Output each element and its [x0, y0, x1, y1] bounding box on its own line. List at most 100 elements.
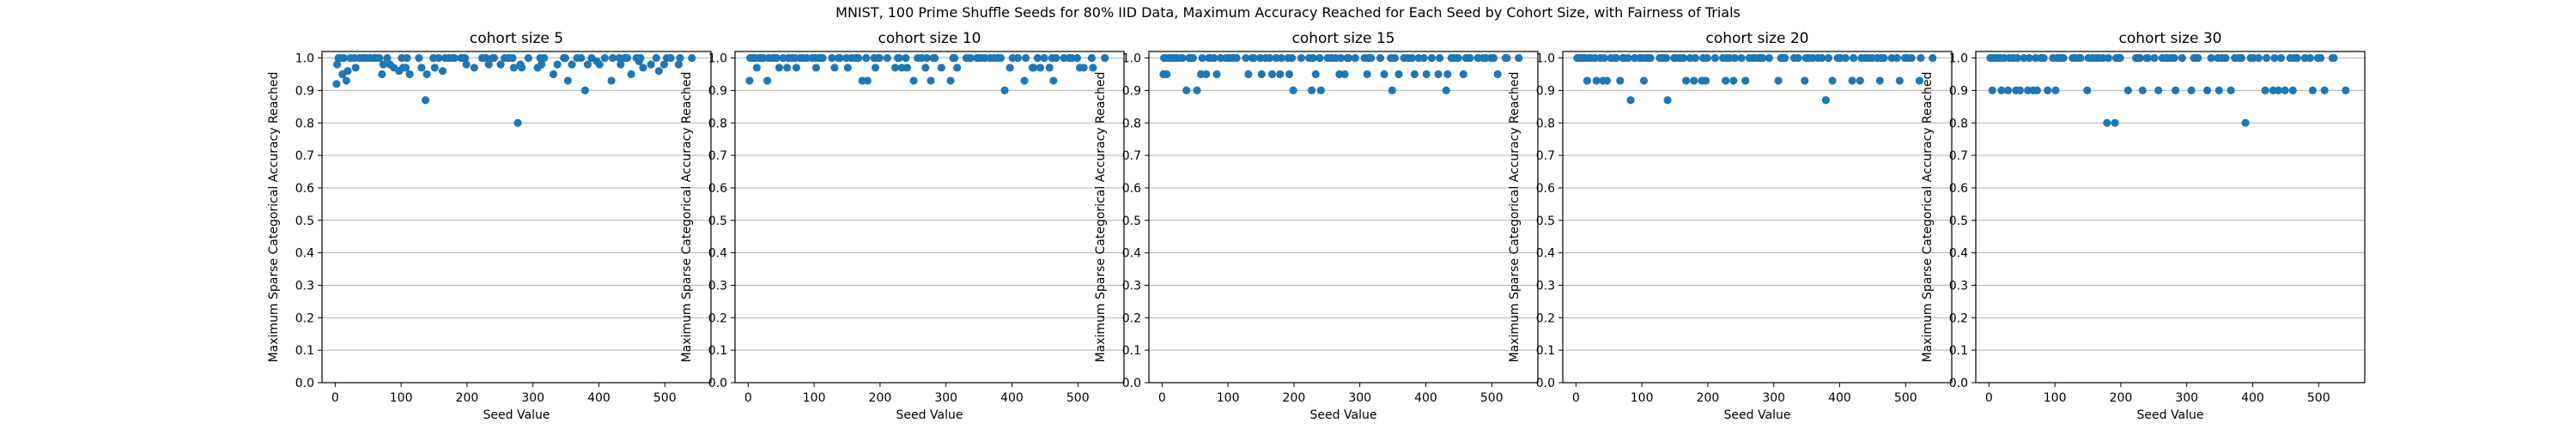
y-tick-label: 0.2 — [1122, 311, 1141, 325]
data-point — [2194, 53, 2202, 63]
data-point — [1045, 63, 1054, 72]
data-point — [351, 63, 360, 72]
subplot-title: cohort size 20 — [1706, 30, 1809, 47]
data-point — [1351, 53, 1359, 63]
x-tick-label: 400 — [587, 391, 611, 405]
data-point — [422, 69, 431, 79]
data-point — [1880, 53, 1888, 63]
y-tick-label: 0.3 — [1949, 279, 1968, 293]
data-point — [1249, 53, 1258, 63]
data-point — [2143, 53, 2152, 63]
data-point — [438, 67, 447, 76]
data-point — [2261, 86, 2269, 95]
data-point — [2111, 118, 2119, 127]
data-point — [1244, 69, 1253, 79]
y-tick-label: 0.9 — [1122, 84, 1141, 98]
data-point — [1466, 53, 1474, 63]
data-point — [1821, 96, 1830, 105]
x-tick-label: 300 — [934, 391, 957, 405]
data-point — [538, 60, 546, 69]
data-point — [1722, 76, 1730, 85]
data-point — [608, 53, 617, 63]
data-point — [2330, 53, 2338, 63]
x-tick-label: 100 — [1217, 391, 1240, 405]
data-point — [2254, 53, 2263, 63]
y-tick-label: 1.0 — [1949, 52, 1968, 66]
data-point — [927, 76, 935, 85]
data-point — [647, 60, 655, 69]
data-point — [2288, 86, 2297, 95]
y-tick-label: 0.1 — [1122, 344, 1141, 358]
x-tick-label: 0 — [1158, 391, 1166, 405]
data-point — [1210, 53, 1218, 63]
data-point — [1774, 76, 1783, 85]
y-tick-label: 0.8 — [1122, 117, 1141, 130]
y-tick-label: 0.1 — [295, 344, 314, 358]
data-point — [922, 53, 932, 63]
x-tick-label: 200 — [869, 391, 892, 405]
y-tick-label: 0.3 — [1536, 279, 1555, 293]
subplot-title: cohort size 15 — [1292, 30, 1395, 47]
data-point — [828, 53, 836, 63]
data-point — [2308, 86, 2317, 95]
x-tick-label: 500 — [2307, 391, 2330, 405]
data-point — [607, 76, 616, 85]
data-point — [2136, 53, 2144, 63]
data-point — [518, 63, 526, 72]
data-point — [434, 53, 443, 63]
data-point — [2342, 86, 2350, 95]
data-point — [863, 76, 872, 85]
data-point — [2170, 53, 2178, 63]
data-point — [2039, 53, 2048, 63]
data-point — [909, 76, 918, 85]
x-tick-label: 0 — [1985, 391, 1993, 405]
data-point — [577, 53, 586, 63]
data-point — [1915, 76, 1923, 85]
data-point — [2237, 53, 2246, 63]
data-point — [1410, 69, 1419, 79]
data-point — [1198, 53, 1206, 63]
data-point — [775, 63, 784, 72]
subplot-4: 0.0 0.1 0.2 0.3 0.4 0.5 0.6 0.7 0.8 0.9 1.0 0 100 200… — [1508, 30, 1953, 422]
y-axis-label: Maximum Sparse Categorical Accuracy Reac… — [680, 72, 694, 363]
data-point — [1345, 53, 1353, 63]
y-tick-label: 0.2 — [708, 311, 727, 325]
x-tick-label: 500 — [1894, 391, 1917, 405]
data-point — [1336, 53, 1346, 63]
y-tick-label: 0.0 — [1536, 377, 1555, 390]
y-tick-label: 0.4 — [1536, 247, 1555, 261]
data-point — [2281, 86, 2289, 95]
data-point — [1489, 53, 1498, 63]
data-point — [2241, 118, 2250, 127]
data-point — [1848, 76, 1856, 85]
data-point — [461, 53, 470, 63]
data-point — [1612, 53, 1620, 63]
data-point — [921, 63, 930, 72]
x-tick-label: 500 — [1066, 391, 1090, 405]
data-point — [2178, 53, 2186, 63]
y-tick-label: 0.0 — [295, 377, 314, 390]
data-point — [1681, 76, 1691, 85]
y-tick-label: 1.0 — [708, 52, 727, 66]
data-point — [890, 63, 900, 72]
data-point — [1459, 69, 1467, 79]
y-tick-label: 0.5 — [295, 214, 314, 228]
figure-suptitle: MNIST, 100 Prime Shuffle Seeds for 80% I… — [835, 4, 1741, 21]
y-tick-label: 0.6 — [1949, 182, 1968, 196]
data-point — [1710, 53, 1719, 63]
data-point — [2306, 53, 2314, 63]
data-point — [383, 53, 392, 63]
data-point — [489, 53, 498, 63]
data-point — [1021, 53, 1030, 63]
data-point — [639, 63, 647, 72]
data-point — [1005, 63, 1014, 72]
data-point — [1212, 69, 1221, 79]
data-point — [1624, 53, 1632, 63]
data-point — [1040, 53, 1048, 63]
data-point — [1020, 76, 1029, 85]
x-tick-label: 0 — [1572, 391, 1580, 405]
data-point — [496, 60, 505, 69]
data-point — [2320, 86, 2329, 95]
x-tick-label: 300 — [2175, 391, 2198, 405]
data-point — [2221, 53, 2230, 63]
